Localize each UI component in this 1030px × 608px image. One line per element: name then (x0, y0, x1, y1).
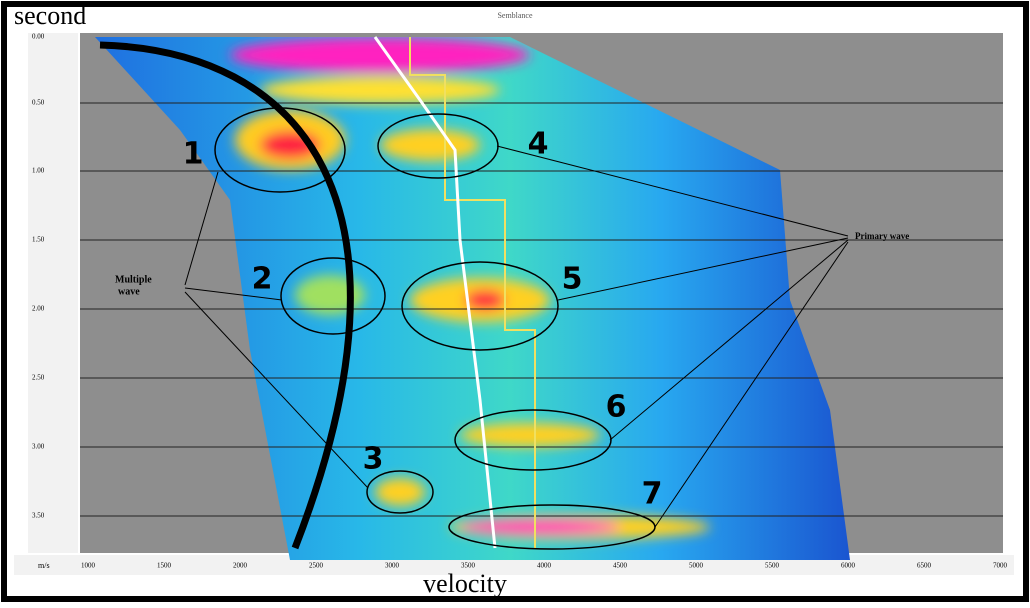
x-tick-label: 6000 (841, 562, 856, 570)
x-tick-label: 2500 (309, 562, 324, 570)
panel-title: Semblance (497, 11, 533, 20)
x-tick-label: 3000 (385, 562, 400, 570)
multiple-wave-label: wave (118, 286, 140, 297)
y-tick-label: 2.00 (32, 305, 45, 313)
x-tick-label: 3500 (461, 562, 476, 570)
x-tick-label: 5500 (765, 562, 780, 570)
circle-number: 6 (606, 390, 627, 425)
x-tick-label: 1000 (81, 562, 96, 570)
y-tick-label: 3.50 (32, 512, 45, 520)
circle-number: 4 (528, 127, 549, 162)
y-tick-label: 3.00 (32, 443, 45, 451)
y-tick-label: 1.00 (32, 167, 45, 175)
x-axis-label: velocity (423, 569, 507, 598)
x-unit: m/s (38, 561, 50, 570)
y-axis-label: second (14, 1, 86, 30)
circle-number: 1 (183, 137, 204, 172)
x-tick-label: 5000 (689, 562, 704, 570)
x-tick-label: 4000 (537, 562, 552, 570)
x-tick-label: 6500 (917, 562, 932, 570)
x-tick-label: 2000 (233, 562, 248, 570)
multiple-wave-label: Multiple (115, 274, 152, 285)
circle-number: 5 (562, 262, 583, 297)
circle-number: 2 (252, 262, 273, 297)
y-tick-label: 0.50 (32, 99, 45, 107)
x-tick-label: 1500 (157, 562, 172, 570)
circle-number: 7 (642, 477, 663, 512)
x-tick-label: 7000 (993, 562, 1008, 570)
primary-wave-label: Primary wave (855, 231, 909, 241)
circle-number: 3 (363, 442, 384, 477)
x-tick-label: 4500 (613, 562, 628, 570)
y-tick-label: 2.50 (32, 374, 45, 382)
y-axis-strip (28, 33, 78, 553)
y-tick-label: 0.00 (32, 33, 45, 41)
figure: second Semblance velocity m/s Multiple w… (0, 0, 1030, 603)
y-tick-label: 1.50 (32, 236, 45, 244)
